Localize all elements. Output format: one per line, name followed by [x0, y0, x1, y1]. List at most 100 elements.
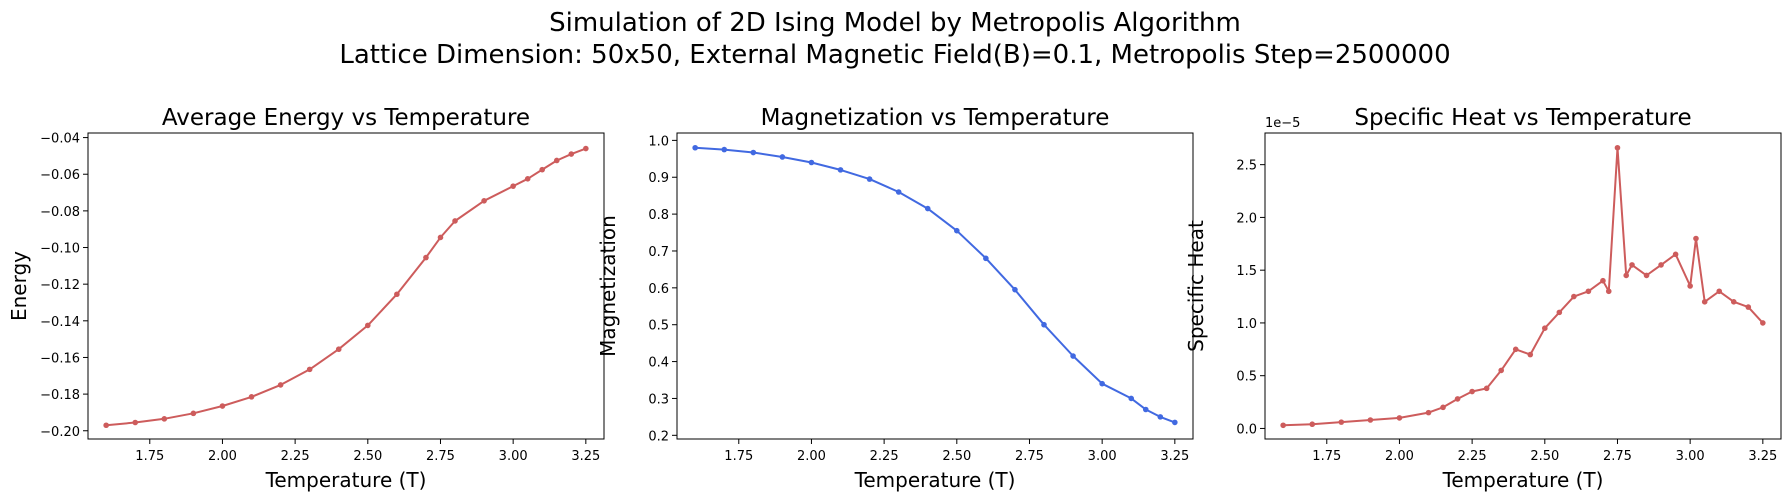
y-tick-label: −0.04	[40, 132, 80, 147]
x-tick-label: 3.25	[1748, 449, 1777, 464]
x-tick-label: 2.25	[870, 449, 899, 464]
axes-frame	[87, 132, 605, 440]
y-offset-label: 1e−5	[1265, 116, 1300, 131]
figure-title: Simulation of 2D Ising Model by Metropol…	[549, 8, 1241, 38]
y-tick-label: 2.0	[1236, 211, 1257, 226]
y-tick-label: 0.8	[648, 208, 669, 223]
y-tick-label: 1.0	[1236, 317, 1257, 332]
x-tick-label: 3.25	[571, 449, 600, 464]
data-point	[808, 159, 815, 166]
x-tick-label: 2.25	[281, 449, 310, 464]
data-point	[721, 146, 728, 153]
data-point	[1629, 262, 1635, 268]
data-point	[1041, 321, 1047, 328]
data-point	[1623, 272, 1629, 279]
chart-panel-3: 1.75 2.00 2.25 2.50 2.75 3.00 3.25 0.0 0.5 1.0 1.5…	[1184, 105, 1782, 492]
y-tick-label: 0.2	[648, 429, 669, 444]
data-point	[1527, 351, 1534, 358]
data-point	[132, 419, 139, 426]
y-tick-label: 0.5	[648, 319, 669, 334]
data-point	[1425, 409, 1432, 416]
y-tick-label: 1.0	[648, 134, 669, 149]
data-point	[1498, 367, 1504, 374]
data-point	[161, 416, 168, 422]
y-tick-label: 0.3	[648, 392, 669, 407]
data-point	[1172, 419, 1178, 426]
data-point	[524, 176, 531, 182]
x-axis-label: Temperature (T)	[854, 468, 1016, 492]
axes-frame	[1264, 132, 1782, 440]
data-point	[1070, 353, 1076, 359]
data-point	[1614, 144, 1621, 151]
data-point	[1099, 380, 1105, 387]
y-tick-label: −0.08	[40, 205, 80, 220]
data-point	[1309, 421, 1316, 428]
data-point	[779, 154, 786, 160]
y-tick-label: −0.16	[40, 351, 80, 366]
chart-title: Magnetization vs Temperature	[761, 105, 1110, 131]
axes-frame	[676, 132, 1194, 440]
data-point	[103, 422, 109, 429]
data-point	[437, 234, 444, 241]
figure-subtitle: Lattice Dimension: 50x50, External Magne…	[339, 40, 1450, 70]
data-point	[1693, 235, 1699, 242]
data-point	[539, 166, 546, 173]
data-point	[1483, 385, 1490, 392]
y-tick-label: −0.18	[40, 388, 80, 403]
data-point	[510, 183, 516, 189]
data-point	[1469, 388, 1475, 395]
data-point	[1585, 288, 1592, 295]
data-point	[750, 149, 757, 156]
data-point	[1701, 299, 1708, 305]
x-tick-label: 1.75	[135, 449, 164, 464]
x-tick-label: 2.50	[942, 449, 971, 464]
x-tick-label: 3.25	[1160, 449, 1189, 464]
data-point	[190, 410, 197, 417]
x-tick-label: 1.75	[1312, 449, 1341, 464]
data-point	[583, 145, 589, 152]
data-point	[481, 197, 487, 204]
x-tick-label: 2.00	[1385, 449, 1414, 464]
data-point	[924, 205, 931, 212]
x-axis-label: Temperature (T)	[1442, 468, 1604, 492]
y-axis-label: Magnetization	[596, 215, 620, 357]
data-point	[423, 254, 429, 261]
data-point	[394, 291, 400, 298]
data-point	[1672, 251, 1679, 258]
data-point	[1512, 346, 1519, 353]
chart-title: Specific Heat vs Temperature	[1354, 105, 1691, 131]
x-tick-label: 2.00	[797, 449, 826, 464]
data-point	[553, 157, 560, 164]
x-tick-label: 2.75	[1603, 449, 1632, 464]
data-point	[837, 167, 844, 173]
y-tick-label: −0.10	[40, 242, 80, 257]
y-tick-label: −0.12	[40, 278, 80, 293]
x-tick-label: 2.00	[208, 449, 237, 464]
data-point	[1367, 417, 1374, 423]
y-tick-label: 0.6	[648, 282, 669, 297]
x-tick-label: 2.50	[353, 449, 382, 464]
data-point	[1440, 404, 1446, 411]
data-point	[954, 227, 960, 234]
y-tick-label: 2.5	[1236, 159, 1257, 174]
data-point	[1716, 288, 1723, 295]
chart-panel-1: 1.75 2.00 2.25 2.50 2.75 3.00 3.25 −0.20 −0.18 −0…	[7, 105, 605, 492]
y-tick-label: −0.20	[40, 425, 80, 440]
series-line	[106, 147, 587, 427]
x-tick-label: 2.25	[1458, 449, 1487, 464]
data-point	[1157, 414, 1164, 420]
y-tick-label: 0.0	[1236, 422, 1257, 437]
data-point	[277, 382, 284, 388]
x-tick-label: 2.75	[426, 449, 455, 464]
x-tick-label: 3.00	[1676, 449, 1705, 464]
data-point	[692, 144, 698, 151]
data-point	[1396, 415, 1403, 421]
data-point	[335, 346, 342, 353]
data-point	[1687, 283, 1693, 289]
y-tick-label: 0.7	[648, 245, 669, 260]
x-tick-label: 3.00	[1088, 449, 1117, 464]
data-point	[1280, 422, 1286, 429]
data-point	[983, 255, 989, 262]
data-point	[1454, 396, 1461, 402]
